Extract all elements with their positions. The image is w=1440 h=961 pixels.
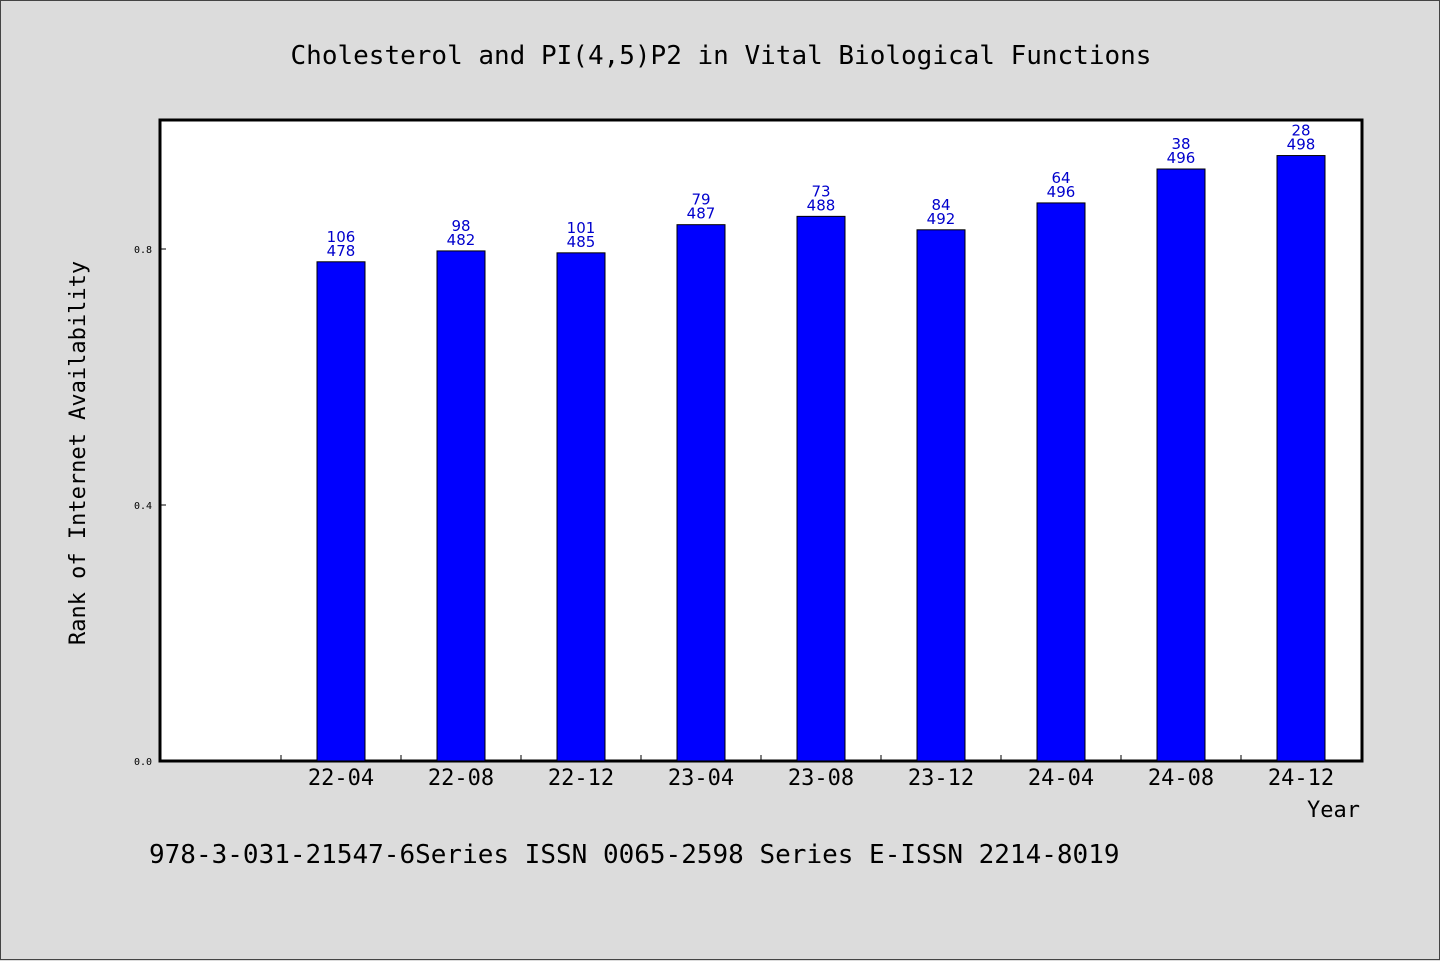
data-label-bottom: 496 xyxy=(1167,149,1196,167)
x-tick-label: 22-12 xyxy=(548,766,614,791)
data-label-top: 38 xyxy=(1171,135,1190,153)
x-tick-label: 23-04 xyxy=(668,766,734,791)
y-tick-label: 0.0 xyxy=(134,757,152,768)
data-label-top: 64 xyxy=(1051,169,1070,187)
data-label-top: 98 xyxy=(451,217,470,235)
y-axis-label: Rank of Internet Availability xyxy=(66,261,91,645)
data-label-top: 101 xyxy=(567,219,596,237)
x-axis-ticks: 22-04 22-08 22-12 23-04 23-08 23-12 24-04 24-08… xyxy=(280,755,1362,791)
x-tick-label: 24-04 xyxy=(1028,766,1094,791)
bar-23-04 xyxy=(676,224,726,762)
y-tick-label: 0.4 xyxy=(134,501,152,512)
x-tick-label: 22-08 xyxy=(428,766,494,791)
bar-24-12 xyxy=(1276,155,1326,762)
data-label-bottom: 498 xyxy=(1287,136,1316,154)
y-tick-label: 0.8 xyxy=(134,245,152,256)
bar-23-12 xyxy=(916,229,966,762)
data-label-bottom: 496 xyxy=(1047,183,1076,201)
data-label-top: 84 xyxy=(931,196,950,214)
bar-23-08 xyxy=(796,215,846,762)
data-label-top: 73 xyxy=(811,182,830,200)
bar-24-08 xyxy=(1156,168,1206,762)
x-tick-label: 23-08 xyxy=(788,766,854,791)
bar-22-04 xyxy=(316,261,366,762)
chart-title: Cholesterol and PI(4,5)P2 in Vital Biolo… xyxy=(291,41,1152,71)
bars xyxy=(316,155,1326,762)
y-axis-ticks: 0.0 0.4 0.8 xyxy=(134,245,166,768)
x-tick-label: 22-04 xyxy=(308,766,374,791)
x-tick-label: 24-08 xyxy=(1148,766,1214,791)
data-label-top: 28 xyxy=(1291,122,1310,140)
x-tick-label: 23-12 xyxy=(908,766,974,791)
data-label-bottom: 492 xyxy=(927,210,956,228)
x-tick-label: 24-12 xyxy=(1268,766,1334,791)
data-label-top: 79 xyxy=(691,191,710,209)
data-label-top: 106 xyxy=(327,228,356,246)
data-label-bottom: 482 xyxy=(447,231,476,249)
bar-24-04 xyxy=(1036,202,1086,762)
bar-22-12 xyxy=(556,252,606,762)
data-label-bottom: 485 xyxy=(567,233,596,251)
data-label-bottom: 478 xyxy=(327,242,356,260)
footer-isbn-issn: 978-3-031-21547-6Series ISSN 0065-2598 S… xyxy=(149,840,1120,870)
data-label-bottom: 488 xyxy=(807,196,836,214)
data-label-bottom: 487 xyxy=(687,205,716,223)
x-axis-label: Year xyxy=(1307,798,1360,823)
bar-22-08 xyxy=(436,250,486,762)
